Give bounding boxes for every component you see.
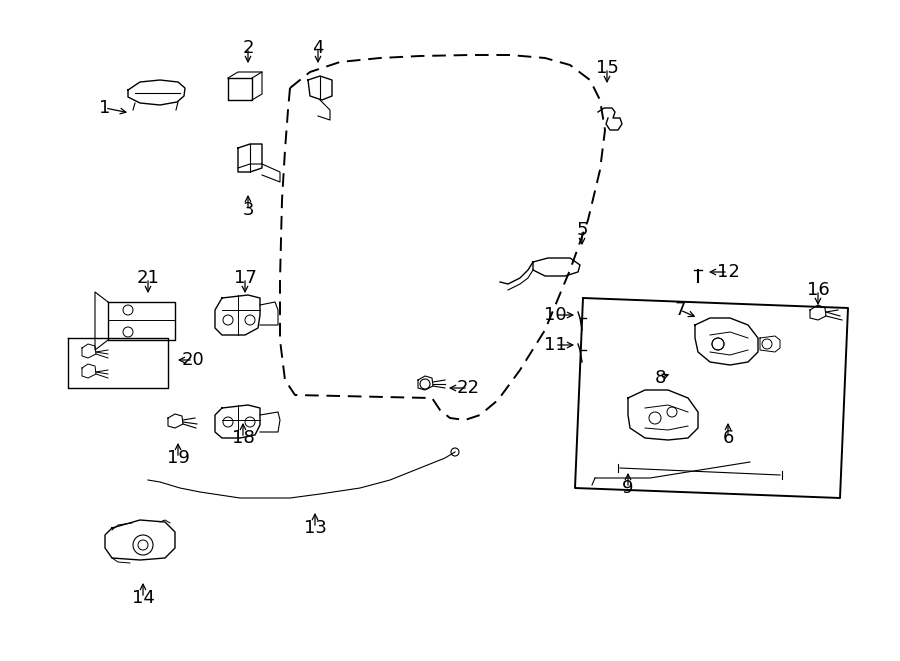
Text: 12: 12 xyxy=(716,263,740,281)
Text: 10: 10 xyxy=(544,306,566,324)
Text: 1: 1 xyxy=(99,99,111,117)
Text: 6: 6 xyxy=(723,429,734,447)
Text: 16: 16 xyxy=(806,281,830,299)
Text: 7: 7 xyxy=(674,301,686,319)
Text: 19: 19 xyxy=(166,449,189,467)
Text: 18: 18 xyxy=(231,429,255,447)
Text: 17: 17 xyxy=(234,269,256,287)
Text: 15: 15 xyxy=(596,59,618,77)
Text: 13: 13 xyxy=(303,519,327,537)
Text: 8: 8 xyxy=(654,369,666,387)
Text: 4: 4 xyxy=(312,39,324,57)
Text: 20: 20 xyxy=(182,351,204,369)
Text: 21: 21 xyxy=(137,269,159,287)
Text: 22: 22 xyxy=(456,379,480,397)
Text: 14: 14 xyxy=(131,589,155,607)
Text: 2: 2 xyxy=(242,39,254,57)
Text: 9: 9 xyxy=(622,479,634,497)
Text: 11: 11 xyxy=(544,336,566,354)
Text: 5: 5 xyxy=(576,221,588,239)
Text: 3: 3 xyxy=(242,201,254,219)
